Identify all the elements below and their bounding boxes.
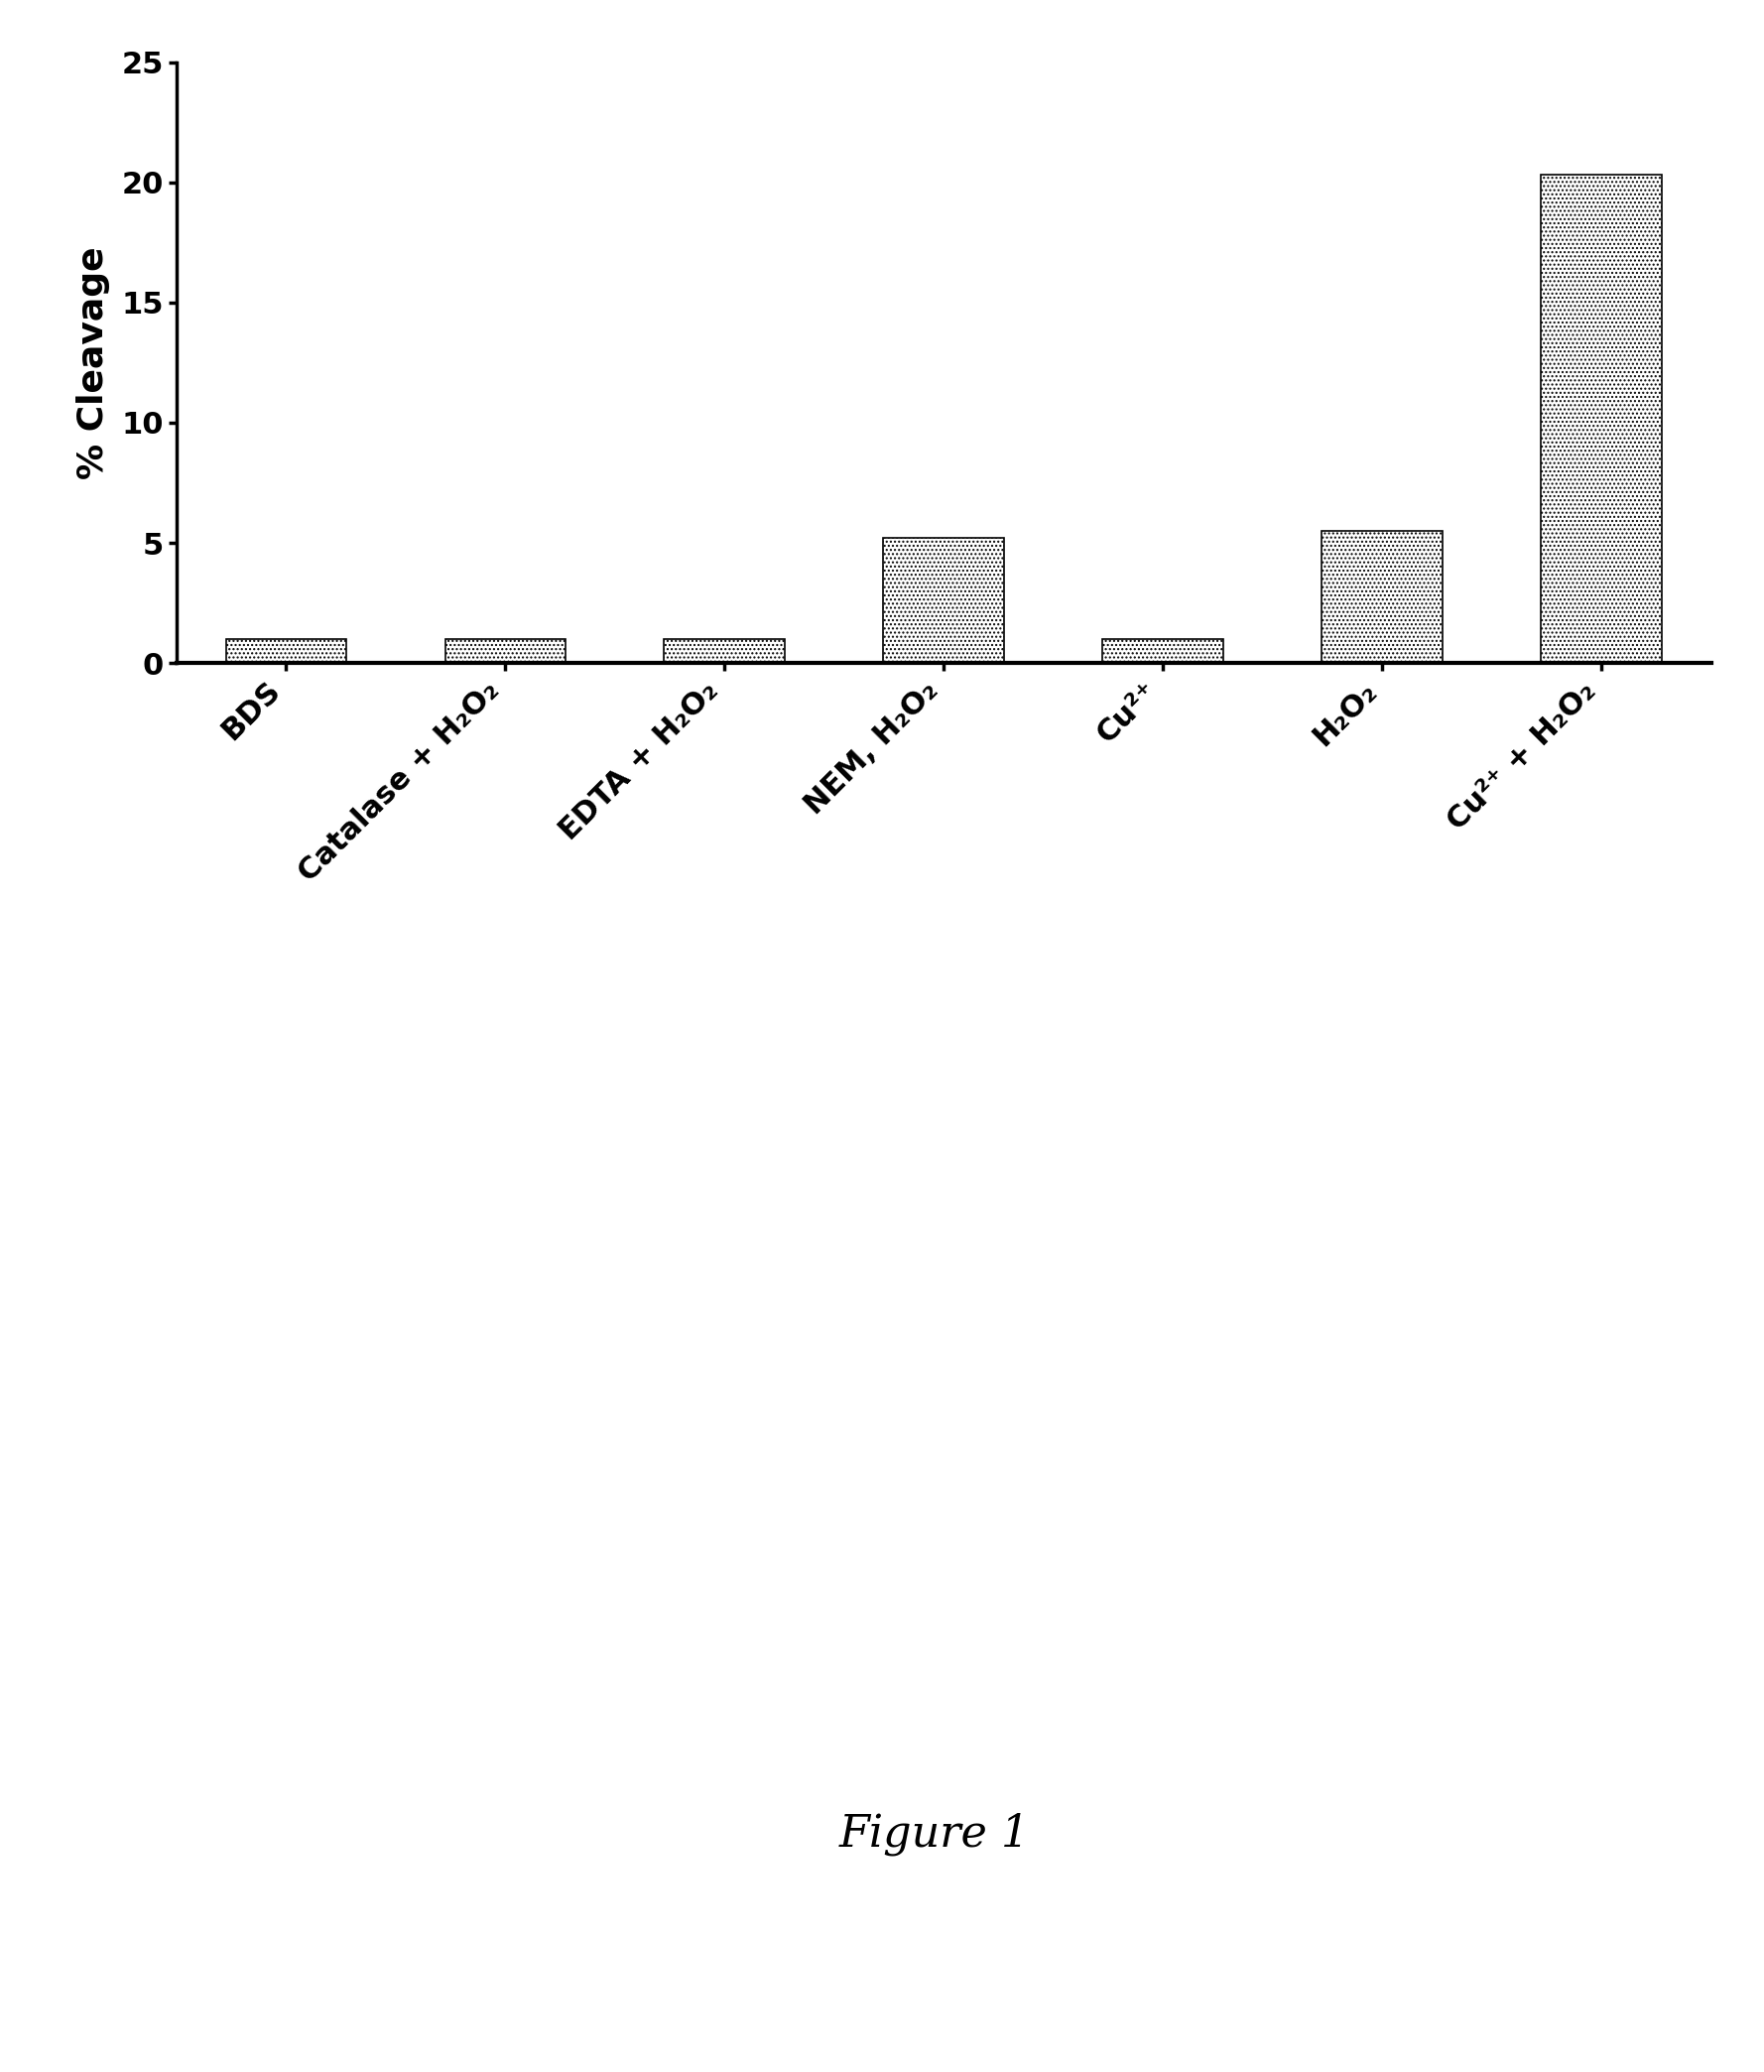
Bar <box>1102 638 1222 663</box>
Bar <box>1542 176 1662 663</box>
Bar <box>226 638 346 663</box>
Bar <box>665 638 785 663</box>
Bar <box>1321 530 1443 663</box>
Bar <box>445 638 566 663</box>
Y-axis label: % Cleavage: % Cleavage <box>76 247 109 479</box>
Bar <box>884 539 1004 663</box>
Text: Figure 1: Figure 1 <box>840 1813 1030 1854</box>
